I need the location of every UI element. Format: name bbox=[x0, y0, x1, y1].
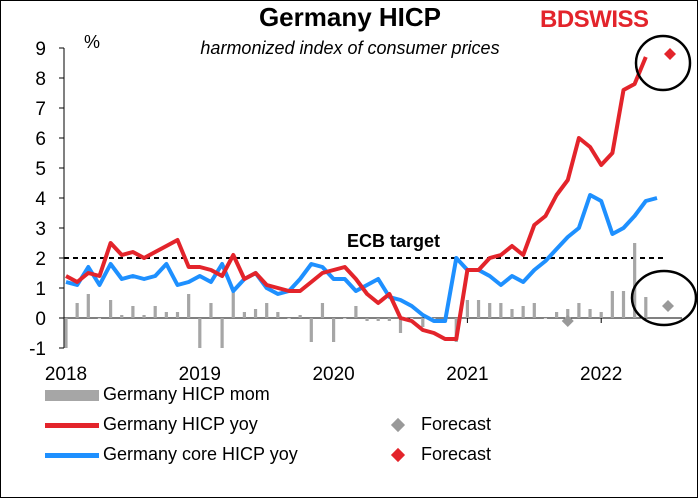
y-tick-label: 3 bbox=[35, 219, 46, 240]
y-tick-label: 8 bbox=[35, 69, 46, 90]
bar-hicp-mom bbox=[376, 318, 380, 321]
bar-hicp-mom bbox=[298, 315, 302, 318]
bar-hicp-mom bbox=[432, 318, 436, 319]
bar-hicp-mom bbox=[577, 303, 581, 318]
bar-hicp-mom bbox=[153, 306, 157, 318]
bar-hicp-mom bbox=[566, 309, 570, 318]
bar-hicp-mom bbox=[410, 318, 414, 319]
bar-hicp-mom bbox=[421, 318, 425, 327]
bar-hicp-mom bbox=[253, 309, 258, 318]
y-tick-label: 1 bbox=[35, 279, 46, 300]
bar-hicp-mom bbox=[488, 303, 492, 318]
legend-label-forecast-yoy: Forecast bbox=[421, 444, 492, 464]
y-tick-label: 7 bbox=[35, 99, 46, 120]
bar-hicp-mom bbox=[209, 303, 213, 318]
bar-hicp-mom bbox=[187, 294, 191, 318]
bar-hicp-mom bbox=[231, 291, 235, 318]
legend-swatch-forecast-yoy-icon bbox=[390, 448, 406, 463]
bar-hicp-mom bbox=[164, 312, 168, 318]
brand-logo-swiss: SWISS bbox=[573, 6, 649, 33]
legend-item-forecast-yoy: Forecast bbox=[390, 444, 492, 465]
y-tick-label: 2 bbox=[35, 249, 46, 270]
forecast-mom-marker-past bbox=[561, 315, 574, 327]
bar-hicp-mom bbox=[175, 312, 180, 318]
chart-subtitle: harmonized index of consumer prices bbox=[200, 38, 500, 58]
bar-hicp-mom bbox=[633, 243, 637, 318]
y-tick-label: 9 bbox=[35, 39, 46, 60]
y-tick-label: 4 bbox=[35, 189, 46, 210]
legend-swatch-core bbox=[45, 452, 99, 458]
bar-hicp-mom bbox=[86, 294, 90, 318]
legend-item-forecast-mom: Forecast bbox=[390, 414, 492, 435]
bar-hicp-mom bbox=[465, 300, 469, 318]
legend-swatch-mom bbox=[45, 389, 99, 401]
bar-hicp-mom bbox=[543, 318, 548, 319]
bar-hicp-mom bbox=[365, 318, 369, 321]
bar-hicp-mom bbox=[120, 315, 124, 318]
bar-hicp-mom bbox=[521, 306, 525, 318]
x-tick-label: 2020 bbox=[312, 364, 354, 385]
y-axis-unit: % bbox=[84, 32, 100, 52]
bar-hicp-mom bbox=[309, 318, 313, 342]
bar-hicp-mom bbox=[287, 318, 291, 319]
bar-hicp-mom bbox=[532, 303, 536, 318]
legend-label-core: Germany core HICP yoy bbox=[103, 444, 298, 464]
forecast-mom-marker bbox=[662, 300, 674, 312]
bar-hicp-mom bbox=[75, 303, 79, 318]
forecast-yoy-marker bbox=[664, 48, 676, 60]
bar-hicp-mom bbox=[220, 318, 224, 348]
x-tick-label: 2022 bbox=[580, 364, 622, 385]
bar-hicp-mom bbox=[242, 312, 246, 318]
bar-hicp-mom bbox=[610, 291, 614, 318]
bar-hicp-mom bbox=[644, 297, 648, 318]
bar-hicp-mom bbox=[320, 303, 325, 318]
legend-swatch-forecast-mom-icon bbox=[390, 418, 406, 433]
bar-hicp-mom bbox=[398, 318, 403, 333]
bar-hicp-mom bbox=[142, 315, 146, 318]
bar-hicp-mom bbox=[198, 318, 202, 348]
legend-item-mom: Germany HICP mom bbox=[45, 384, 270, 405]
y-tick-label: -1 bbox=[29, 339, 46, 360]
y-tick-label: 0 bbox=[35, 309, 46, 330]
bar-hicp-mom bbox=[354, 306, 358, 318]
bar-hicp-mom bbox=[588, 309, 592, 318]
bar-hicp-mom bbox=[265, 303, 269, 318]
highlight-circle-yoy bbox=[634, 34, 692, 92]
bar-hicp-mom bbox=[599, 312, 603, 318]
bar-hicp-mom bbox=[332, 318, 336, 342]
bar-hicp-mom bbox=[131, 306, 135, 318]
legend-label-mom: Germany HICP mom bbox=[103, 384, 270, 404]
ecb-target-label: ECB target bbox=[347, 231, 440, 251]
bar-hicp-mom bbox=[387, 318, 391, 321]
legend-label-forecast-mom: Forecast bbox=[421, 414, 492, 434]
chart-title: Germany HICP bbox=[258, 2, 442, 32]
x-tick-label: 2019 bbox=[179, 364, 221, 385]
x-tick-label: 2018 bbox=[45, 364, 87, 385]
legend-swatch-yoy bbox=[45, 422, 99, 428]
bar-hicp-mom bbox=[476, 300, 481, 318]
bar-hicp-mom bbox=[343, 318, 347, 319]
brand-logo: BDSWISS bbox=[540, 6, 649, 34]
bar-hicp-mom bbox=[276, 312, 280, 318]
legend-item-core: Germany core HICP yoy bbox=[45, 444, 298, 465]
brand-logo-bd: BD bbox=[540, 6, 574, 33]
bar-hicp-mom bbox=[499, 303, 503, 318]
bar-hicp-mom bbox=[510, 309, 514, 318]
bar-hicp-mom bbox=[64, 318, 68, 348]
legend-label-yoy: Germany HICP yoy bbox=[103, 414, 258, 434]
bar-hicp-mom bbox=[621, 291, 626, 318]
bar-hicp-mom bbox=[97, 318, 102, 319]
y-tick-label: 5 bbox=[35, 159, 46, 180]
x-tick-label: 2021 bbox=[446, 364, 488, 385]
bar-hicp-mom bbox=[109, 300, 113, 318]
bar-hicp-mom bbox=[555, 312, 559, 318]
legend-item-yoy: Germany HICP yoy bbox=[45, 414, 258, 435]
highlight-circle-mom bbox=[630, 269, 698, 327]
y-tick-label: 6 bbox=[35, 129, 46, 150]
line-hicp-yoy bbox=[65, 56, 648, 341]
